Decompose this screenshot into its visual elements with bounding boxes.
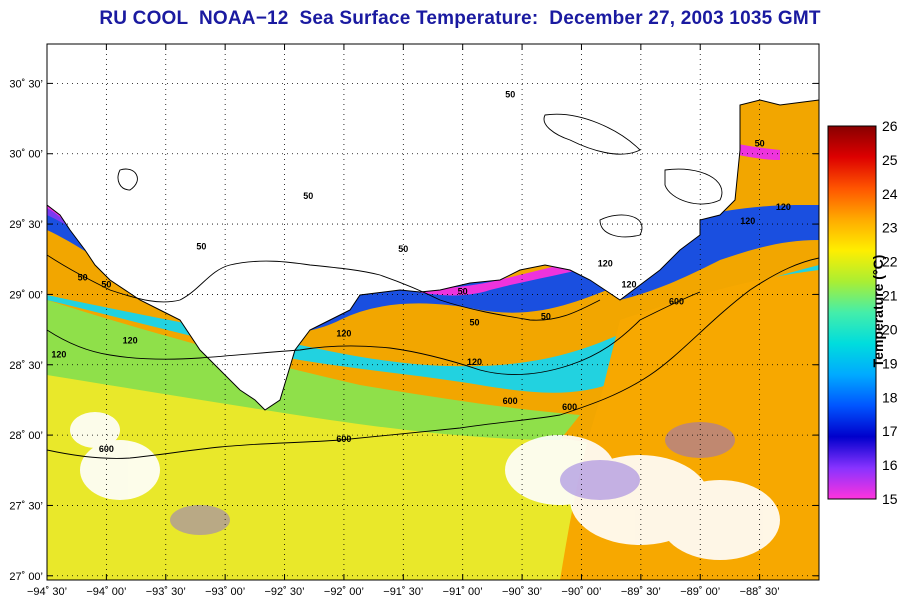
sst-blue-east-shelf: [610, 205, 819, 300]
lat-label: 28˚ 00’: [9, 430, 43, 442]
isobath-label: 120: [740, 216, 755, 226]
lat-label: 28˚ 30’: [9, 360, 43, 372]
isobath-label: 50: [303, 191, 313, 201]
lon-label: −94˚ 30’: [27, 586, 67, 598]
isobath-label: 120: [51, 350, 66, 360]
isobath-label: 120: [123, 336, 138, 346]
lat-label: 29˚ 30’: [9, 219, 43, 231]
colorbar: [827, 125, 877, 500]
colorbar-tick-label: 22: [882, 254, 898, 270]
isobath-label: 50: [470, 317, 480, 327]
lat-label: 29˚ 00’: [9, 289, 43, 301]
lon-label: −93˚ 00’: [205, 586, 245, 598]
lon-label: −92˚ 00’: [324, 586, 364, 598]
sst-field: 5050505050505050505012012012012012012012…: [47, 44, 819, 580]
colorbar-tick-label: 24: [882, 186, 898, 202]
isobath-label: 120: [336, 329, 351, 339]
colorbar-tick-label: 20: [882, 321, 898, 337]
sst-green-band: [47, 300, 580, 440]
isobath-label: 120: [467, 357, 482, 367]
colorbar-tick-label: 21: [882, 288, 898, 304]
isobath-50m: [47, 254, 601, 321]
isobath-label: 120: [776, 202, 791, 212]
colorbar-tick-label: 25: [882, 152, 898, 168]
isobath-label: 600: [99, 444, 114, 454]
isobath-label: 600: [562, 402, 577, 412]
lon-label: −92˚ 30’: [265, 586, 305, 598]
isobath-label: 50: [458, 286, 468, 296]
isobath-label: 50: [541, 312, 551, 322]
isobath-600m: [47, 257, 819, 459]
isobath-label: 120: [621, 279, 636, 289]
lon-label: −89˚ 00’: [680, 586, 720, 598]
longitude-labels: −94˚ 30’ −94˚ 00’ −93˚ 30’ −93˚ 00’ −92˚ 30’…: [27, 586, 780, 598]
colorbar-tick-label: 26: [882, 118, 898, 134]
lon-label: −93˚ 30’: [146, 586, 186, 598]
isobath-label: 50: [78, 272, 88, 282]
colorbar-tick-label: 18: [882, 389, 898, 405]
colorbar-tick-label: 23: [882, 220, 898, 236]
lon-label: −90˚ 30’: [502, 586, 542, 598]
land-coastline: [47, 44, 819, 411]
colorbar-tick-label: 17: [882, 423, 898, 439]
lat-label: 30˚ 00’: [9, 149, 43, 161]
map-title: RU COOL NOAA−12 Sea Surface Temperature:…: [99, 8, 821, 29]
lon-label: −89˚ 30’: [621, 586, 661, 598]
lon-label: −90˚ 00’: [561, 586, 601, 598]
lat-label: 27˚ 30’: [9, 500, 43, 512]
lon-label: −88˚ 30’: [740, 586, 780, 598]
colorbar-tick-label: 15: [882, 491, 898, 507]
isobath-label: 50: [505, 89, 515, 99]
colorbar-title: Temperature (°C): [870, 254, 886, 368]
isobath-label: 50: [196, 241, 206, 251]
lon-label: −91˚ 00’: [443, 586, 483, 598]
lat-label: 30˚ 30’: [9, 78, 43, 90]
isobath-label: 120: [598, 258, 613, 268]
lon-label: −91˚ 30’: [383, 586, 423, 598]
lon-label: −94˚ 00’: [86, 586, 126, 598]
isobath-label: 600: [669, 296, 684, 306]
graticule: [46, 44, 819, 580]
lat-label: 27˚ 00’: [9, 571, 43, 583]
colorbar-tick-label: 16: [882, 457, 898, 473]
latitude-labels: 30˚ 30’ 30˚ 00’ 29˚ 30’ 29˚ 00’ 28˚ 30’ 28˚ 0…: [9, 78, 43, 582]
isobath-label: 600: [503, 396, 518, 406]
isobath-120m: [47, 291, 701, 376]
axis-ticks: [46, 44, 819, 580]
colorbar-tick-label: 19: [882, 355, 898, 371]
colorbar-tick-labels: 26 25 24 23 22 21 20 19 18 17 16 15: [882, 118, 898, 507]
map-frame: [46, 43, 820, 581]
isobath-label: 50: [755, 139, 765, 149]
cloud-speckle: [170, 422, 735, 535]
